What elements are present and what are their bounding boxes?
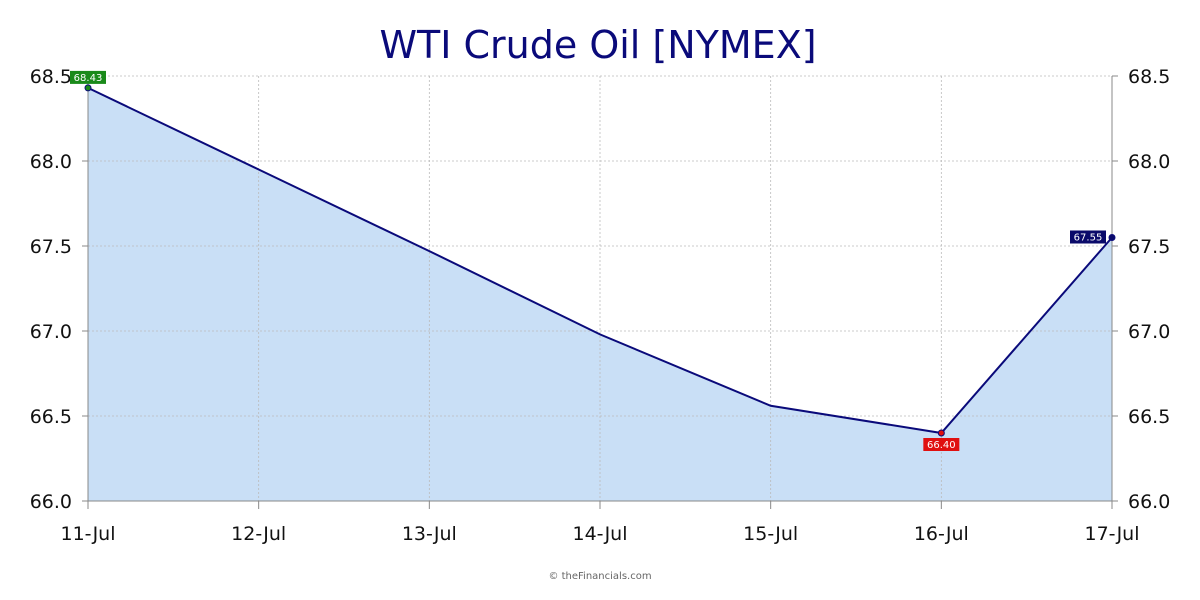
x-tick-label: 11-Jul (60, 523, 115, 545)
x-tick-label: 17-Jul (1084, 523, 1139, 545)
x-tick-label: 13-Jul (402, 523, 457, 545)
y-tick-label-right: 66.5 (1128, 406, 1170, 428)
data-label-box-last (1070, 230, 1106, 244)
data-label-box-high (70, 70, 106, 84)
y-tick-label-left: 66.5 (30, 406, 72, 428)
credit-text: © theFinancials.com (548, 571, 651, 582)
data-point-high (84, 84, 92, 92)
data-label-box-low (923, 438, 960, 451)
x-tick-label: 14-Jul (572, 523, 627, 545)
y-tick-label-left: 67.5 (30, 236, 72, 258)
y-tick-label-right: 67.0 (1128, 321, 1170, 343)
data-label-last: 67.55 (1074, 233, 1103, 244)
data-label-low: 66.40 (927, 440, 956, 451)
y-tick-label-right: 68.5 (1128, 66, 1170, 88)
y-tick-label-left: 68.0 (30, 151, 72, 173)
y-tick-label-right: 68.0 (1128, 151, 1170, 173)
chart-title: WTI Crude Oil [NYMEX] (379, 23, 816, 67)
data-label-high: 68.43 (74, 73, 103, 84)
data-point-low (937, 429, 945, 437)
y-tick-label-left: 66.0 (30, 491, 72, 513)
x-tick-label: 12-Jul (231, 523, 286, 545)
y-tick-label-right: 67.5 (1128, 236, 1170, 258)
data-point-last (1108, 234, 1116, 241)
y-tick-label-left: 67.0 (30, 321, 72, 343)
x-tick-label: 16-Jul (914, 523, 969, 545)
plot-area: 66.0 66.0 66.5 66.5 67.0 67.0 67.5 67.5 68.0 68.0… (30, 66, 1171, 545)
x-tick-label: 15-Jul (743, 523, 798, 545)
series-area (88, 87, 1112, 502)
y-tick-label-right: 66.0 (1128, 491, 1170, 513)
y-tick-label-left: 68.5 (30, 66, 72, 88)
